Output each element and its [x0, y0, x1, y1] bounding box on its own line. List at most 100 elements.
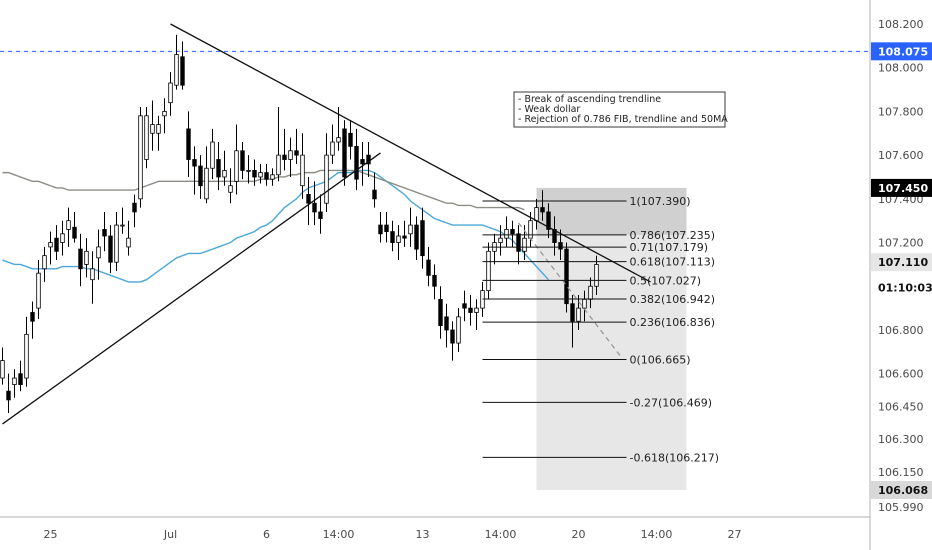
candle-body	[504, 229, 509, 239]
candle-body	[306, 194, 311, 204]
candle	[132, 194, 137, 228]
time-tick-label: 14:00	[485, 528, 517, 541]
time-tick-label: 20	[572, 528, 586, 541]
price-axis-labels[interactable]: 108.200108.000107.800107.600107.400107.2…	[878, 18, 924, 514]
candle-body	[300, 154, 305, 187]
fib-label: -0.27(106.469)	[630, 396, 713, 409]
candle	[78, 233, 83, 287]
candle-body	[204, 167, 209, 200]
time-tick-label: 25	[44, 528, 58, 541]
candle-body	[138, 115, 143, 200]
candle	[474, 299, 479, 330]
fibonacci-levels[interactable]: 1(107.390) 0.786(107.235)0.71(107.179) 0.6…	[482, 195, 720, 464]
candle	[348, 120, 353, 160]
candle	[438, 286, 443, 339]
annotation-line: - Rejection of 0.786 FIB, trendline and …	[518, 114, 728, 125]
candle-body	[558, 242, 563, 250]
fib-label: 0(106.665)	[630, 353, 691, 366]
price-tick-label: 108.000	[878, 62, 924, 75]
candle-body	[444, 316, 449, 331]
candle-body	[48, 242, 53, 248]
candle	[330, 124, 335, 164]
candlesticks[interactable]	[0, 34, 599, 414]
candle-body	[216, 159, 221, 178]
candle	[402, 220, 407, 247]
candle-body	[540, 207, 545, 213]
fib-label: 0.786(107.235)	[630, 229, 716, 242]
candle	[306, 176, 311, 226]
candle-body	[234, 150, 239, 182]
candle-body	[72, 226, 77, 239]
candle	[138, 107, 143, 208]
candle-body	[150, 124, 155, 134]
annotation-note[interactable]: - Break of ascending trendline - Weak do…	[513, 91, 728, 128]
candle	[444, 303, 449, 348]
candle-body	[582, 298, 587, 309]
candle-body	[354, 145, 359, 180]
candle-body	[414, 224, 419, 250]
candle	[264, 163, 269, 186]
price-badge-label: 108.075	[878, 45, 928, 58]
candle	[432, 264, 437, 300]
candle-body	[42, 255, 47, 270]
candle	[552, 216, 557, 256]
target-zone-box	[536, 187, 687, 490]
candle-body	[114, 224, 119, 263]
candle-body	[246, 170, 251, 172]
candle	[228, 168, 233, 204]
candle-body	[456, 316, 461, 344]
trendlines[interactable]	[2, 23, 651, 425]
time-axis-labels[interactable]: 25 Jul 6 14:00 13 14:00 20 14:00 27	[44, 528, 742, 541]
candle-body	[516, 233, 521, 252]
candle	[12, 369, 17, 398]
candle-body	[162, 111, 167, 117]
price-tick-label: 107.200	[878, 237, 924, 250]
candle	[564, 242, 569, 313]
price-tick-label: 106.600	[878, 368, 924, 381]
time-tick-label: Jul	[163, 528, 177, 541]
candle	[240, 142, 245, 180]
candle-body	[498, 237, 503, 243]
candle	[18, 360, 23, 392]
candle	[594, 255, 599, 296]
candle	[366, 142, 371, 177]
candle-body	[360, 159, 365, 165]
candle-body	[36, 272, 41, 309]
candle	[462, 290, 467, 322]
candle	[504, 216, 509, 247]
target-zone-lower	[536, 234, 687, 490]
candle-body	[240, 150, 245, 171]
candle	[540, 190, 545, 221]
candle-body	[336, 137, 341, 143]
candle-body	[120, 224, 125, 227]
candle	[90, 251, 95, 304]
candle	[36, 260, 41, 320]
candle	[456, 308, 461, 352]
candle	[390, 220, 395, 252]
price-badge-high	[871, 178, 932, 197]
candle	[144, 107, 149, 169]
candle	[126, 220, 131, 256]
candle-body	[534, 207, 539, 222]
candle-body	[84, 250, 89, 265]
time-tick-label: 14:00	[323, 528, 355, 541]
candle-body	[378, 224, 383, 235]
candle	[192, 146, 197, 195]
candle-body	[510, 229, 515, 235]
candle	[312, 181, 317, 226]
candle	[378, 211, 383, 243]
price-badge-label: 01:10:03	[878, 281, 932, 294]
candle-body	[462, 303, 467, 309]
candle-body	[324, 154, 329, 204]
candle	[24, 316, 29, 387]
candle	[102, 211, 107, 252]
price-badge-countdown	[871, 278, 932, 297]
annotation-line: - Break of ascending trendline	[518, 94, 661, 105]
fib-label: 1(107.390)	[630, 195, 691, 208]
candle	[258, 163, 263, 184]
candle-body	[468, 307, 473, 313]
candle-body	[420, 220, 425, 257]
candle-body	[186, 128, 191, 160]
fib-label: 0.236(106.836)	[630, 316, 716, 329]
